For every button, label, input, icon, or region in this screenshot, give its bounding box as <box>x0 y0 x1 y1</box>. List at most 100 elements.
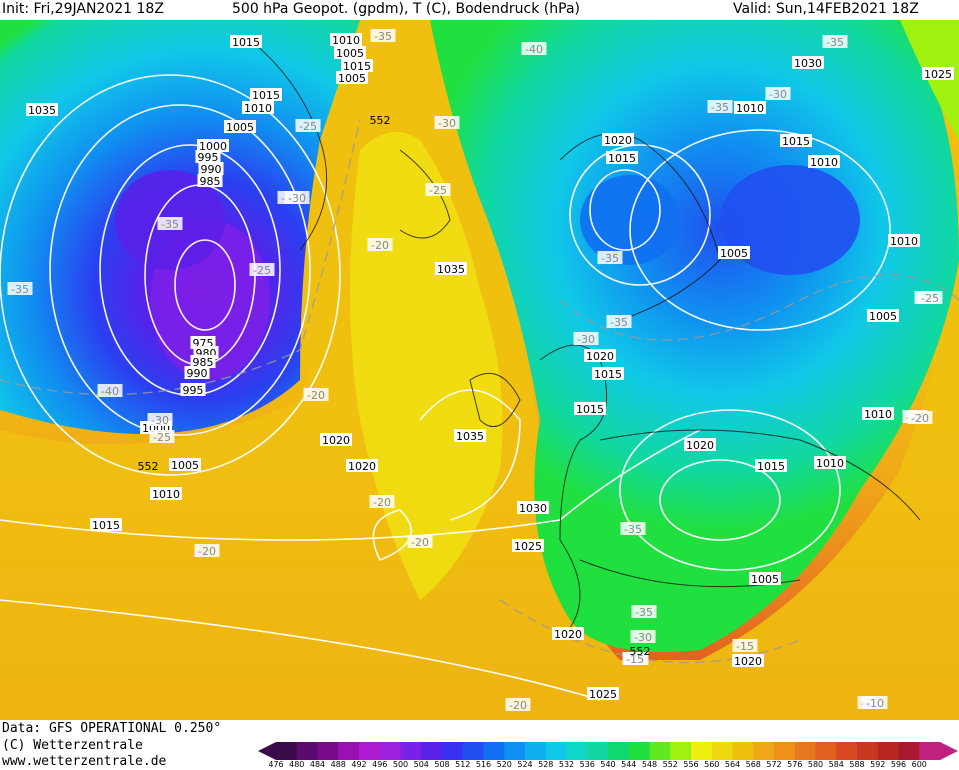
pressure-label: 995 <box>183 384 204 397</box>
temperature-label-bg <box>917 291 943 304</box>
pressure-label-bg <box>602 133 634 146</box>
pressure-label-bg <box>190 336 216 349</box>
pressure-label-bg <box>169 458 201 471</box>
pressure-label-bg <box>734 101 766 114</box>
colorbar-swatch <box>587 742 609 760</box>
temperature-label-bg <box>284 191 310 204</box>
colorbar-label: 564 <box>724 760 741 769</box>
colorbar-label: 504 <box>413 760 429 769</box>
temperature-label: -35 <box>711 101 729 114</box>
pressure-label-bg <box>197 174 223 187</box>
pressure-label-bg <box>888 234 920 247</box>
pressure-label: 1015 <box>576 403 604 416</box>
temperature-label: -25 <box>429 184 447 197</box>
temperature-label-bg <box>707 100 733 113</box>
temperature-label-bg <box>620 522 646 535</box>
pressure-label-bg <box>512 539 544 552</box>
colorbar-label: 592 <box>870 760 886 769</box>
pressure-label: 1010 <box>816 457 844 470</box>
pressure-label: 985 <box>200 175 221 188</box>
temperature-label: -35 <box>826 36 844 49</box>
pressure-label-bg <box>922 67 954 80</box>
temperature-label-bg <box>97 384 123 397</box>
colorbar-swatch <box>670 742 692 760</box>
pressure-label: 1015 <box>757 460 785 473</box>
temperature-label: -15 <box>626 653 644 666</box>
pressure-label: 1020 <box>322 434 350 447</box>
pressure-label-bg <box>867 309 899 322</box>
map-header: Init: Fri,29JAN2021 18Z 500 hPa Geopot. … <box>0 0 959 20</box>
colorbar-swatch <box>296 742 318 760</box>
colorbar-label: 500 <box>392 760 409 769</box>
pressure-label-bg <box>780 134 812 147</box>
temperature-label-bg <box>631 605 657 618</box>
pressure-label: 1020 <box>734 655 762 668</box>
temperature-labels: -35 -40 -35 -30 -35 -30 -25 -30 -25 -30 -25 -35 -20 -… <box>7 29 943 712</box>
temperature-label-bg <box>505 698 531 711</box>
temperature-label-bg <box>147 413 173 426</box>
colorbar-label: 532 <box>558 760 575 769</box>
colorbar-swatch <box>608 742 630 760</box>
temperature-label-bg <box>303 388 329 401</box>
pressure-label: 1030 <box>519 502 547 515</box>
pressure-label: 1020 <box>554 628 582 641</box>
pressure-label: 995 <box>198 151 219 164</box>
colorbar-label: 600 <box>911 760 927 769</box>
colorbar-swatch <box>877 742 899 760</box>
colorbar-swatch <box>857 742 879 760</box>
temperature-label: -35 <box>624 523 642 536</box>
colorbar-swatch <box>566 742 588 760</box>
pressure-label-bg <box>184 366 210 379</box>
temperature-label: -40 <box>101 385 119 398</box>
temperature-label-bg <box>606 315 632 328</box>
colorbar-swatch <box>276 742 298 760</box>
pressure-label: 1015 <box>594 368 622 381</box>
pressure-label-bg <box>195 150 221 163</box>
pressure-label-bg <box>242 101 274 114</box>
pressure-label-bg <box>584 349 616 362</box>
temperature-label: -35 <box>11 283 29 296</box>
pressure-label: 1015 <box>92 519 120 532</box>
colorbar-label: 492 <box>351 760 367 769</box>
colorbar-swatch <box>462 742 484 760</box>
pressure-label-bg <box>90 518 122 531</box>
temperature-label-bg <box>149 430 175 443</box>
colorbar-max-arrow <box>940 742 958 760</box>
temperature-label: -35 <box>374 30 392 43</box>
pressure-label: 1010 <box>244 102 272 115</box>
geopotential-label: 552 <box>370 114 391 127</box>
pressure-label-bg <box>684 438 716 451</box>
colorbar-label: 580 <box>807 760 824 769</box>
pressure-label-bg <box>755 459 787 472</box>
pressure-label-bg <box>224 120 256 133</box>
colorbar-swatch <box>691 742 713 760</box>
colorbar-label: 556 <box>683 760 699 769</box>
copyright: (C) Wetterzentrale <box>2 738 143 753</box>
colorbar-min-arrow <box>258 742 276 760</box>
pressure-label-bg <box>792 56 824 69</box>
pressure-label: 1025 <box>514 540 542 553</box>
colorbar-label: 520 <box>496 760 512 769</box>
colorbar-label: 584 <box>828 760 844 769</box>
colorbar-label: 476 <box>268 760 284 769</box>
pressure-label-bg <box>336 71 368 84</box>
pressure-label-bg <box>230 35 262 48</box>
colorbar-label: 572 <box>766 760 782 769</box>
pressure-label: 990 <box>187 367 208 380</box>
temperature-label: -40 <box>525 43 543 56</box>
pressure-label-bg <box>197 139 229 152</box>
valid-time: Valid: Sun,14FEB2021 18Z <box>733 1 919 17</box>
pressure-label-bg <box>814 456 846 469</box>
pressure-label-bg <box>435 262 467 275</box>
colorbar-label: 588 <box>849 760 865 769</box>
temperature-label: -20 <box>371 239 389 252</box>
temperature-label: -30 <box>288 192 306 205</box>
colorbar-swatch <box>421 742 443 760</box>
pressure-label: 1035 <box>456 430 484 443</box>
temperature-label-bg <box>434 116 460 129</box>
temperature-label-bg <box>597 251 623 264</box>
temperature-label-bg <box>521 42 547 55</box>
pressure-label: 1025 <box>589 688 617 701</box>
temperature-label: -20 <box>373 496 391 509</box>
colorbar-label: 528 <box>538 760 554 769</box>
